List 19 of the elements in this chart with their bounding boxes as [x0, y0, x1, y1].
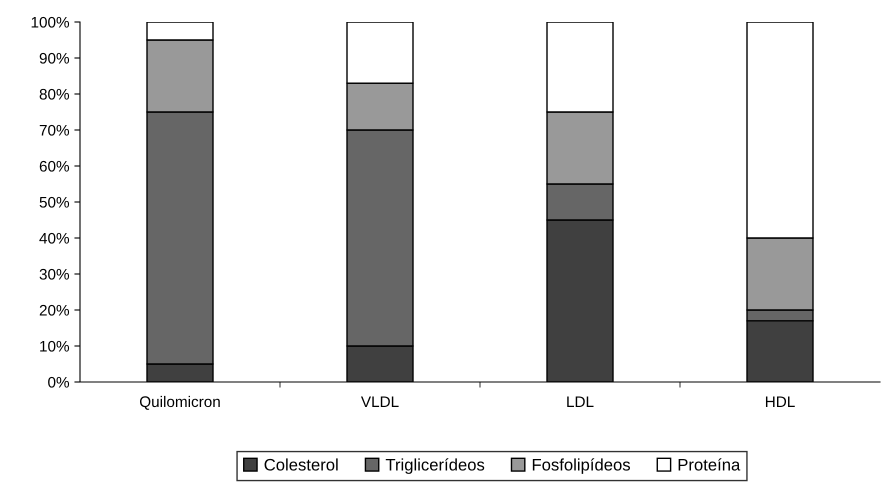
- legend-label: Proteína: [678, 458, 740, 471]
- x-tick-label: LDL: [567, 396, 594, 407]
- legend-label: Triglicerídeos: [386, 458, 484, 474]
- y-tick-label: 30%: [40, 268, 70, 280]
- y-tick-label: 10%: [40, 340, 70, 352]
- legend-label: Colesterol: [264, 458, 338, 471]
- y-tick-label: 60%: [40, 160, 70, 172]
- y-tick-label: 100%: [32, 16, 70, 28]
- legend-label: Fosfolipídeos: [532, 458, 630, 474]
- x-tick-label: HDL: [766, 396, 795, 407]
- y-tick-label: 70%: [40, 124, 70, 136]
- x-tick-label: Quilomicron: [140, 396, 220, 410]
- y-tick-label: 90%: [40, 52, 70, 64]
- y-tick-label: 50%: [40, 196, 70, 208]
- x-tick-label: VLDL: [360, 396, 399, 407]
- y-tick-label: 20%: [40, 304, 70, 316]
- y-tick-label: 40%: [39, 232, 70, 244]
- y-tick-label: 0%: [48, 376, 70, 388]
- y-tick-label: 80%: [40, 88, 70, 100]
